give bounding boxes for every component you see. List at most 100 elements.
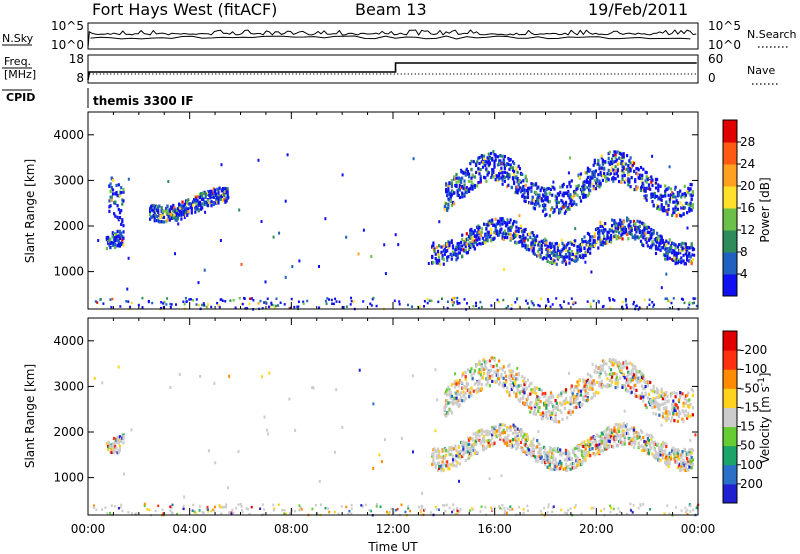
- power-echo-cell: [628, 179, 631, 183]
- power-echo-cell: [559, 252, 562, 256]
- velocity-sparse-echo-cell: [228, 374, 231, 378]
- velocity-echo-cell: [523, 391, 526, 395]
- power-echo-cell: [687, 203, 690, 207]
- power-sparse-echo-cell: [357, 252, 360, 256]
- velocity-echo-cell: [574, 454, 577, 458]
- power-echo-cell: [447, 186, 450, 190]
- power-echo-cell: [120, 186, 123, 190]
- velocity-echo-cell: [613, 435, 616, 439]
- power-echo-cell: [680, 206, 683, 210]
- velocity-echo-cell: [483, 358, 486, 362]
- velocity-echo-cell: [536, 398, 539, 402]
- velocity-echo-cell: [469, 369, 472, 373]
- power-echo-cell: [465, 190, 468, 195]
- power-echo-cell: [596, 177, 599, 181]
- velocity-echo-cell: [460, 449, 463, 453]
- velocity-echo-cell: [667, 399, 670, 403]
- velocity-ground-scatter-cell: [419, 510, 422, 514]
- velocity-ground-scatter-cell: [546, 511, 549, 514]
- velocity-ground-scatter-cell: [493, 506, 496, 510]
- power-echo-cell: [443, 252, 446, 256]
- power-echo-cell: [674, 259, 677, 263]
- power-echo-cell: [569, 199, 572, 203]
- noise-panel: N.Sky 10^5 10^0 10^5 10^0 N.Search: [2, 19, 797, 52]
- power-echo-cell: [198, 196, 201, 200]
- velocity-echo-cell: [683, 447, 686, 451]
- power-colorbar-segment: [723, 164, 737, 187]
- power-echo-cell: [212, 195, 215, 199]
- power-echo-cell: [544, 237, 547, 241]
- power-echo-cell: [637, 176, 640, 180]
- velocity-echo-cell: [438, 455, 441, 459]
- velocity-echo-cell: [643, 448, 646, 452]
- power-sparse-echo-cell: [197, 281, 200, 285]
- power-echo-cell: [447, 245, 450, 249]
- velocity-echo-cell: [634, 394, 637, 398]
- power-echo-cell: [653, 194, 656, 198]
- power-echo-cell: [440, 245, 443, 249]
- velocity-x-tick-label: 00:00: [71, 522, 106, 536]
- velocity-echo-cell: [545, 459, 548, 463]
- power-echo-cell: [686, 249, 689, 253]
- power-ground-scatter-cell: [259, 299, 262, 303]
- power-ground-scatter-cell: [563, 300, 565, 303]
- velocity-echo-cell: [516, 445, 519, 450]
- velocity-echo-cell: [564, 462, 568, 466]
- velocity-echo-cell: [649, 380, 652, 385]
- power-echo-cell: [599, 239, 602, 243]
- power-echo-cell: [121, 235, 124, 239]
- power-echo-cell: [641, 230, 644, 234]
- power-echo-cell: [479, 242, 482, 246]
- velocity-echo-cell: [593, 394, 596, 398]
- power-echo-cell: [455, 252, 458, 256]
- velocity-echo-cell: [584, 453, 587, 457]
- power-ground-scatter-cell: [234, 306, 237, 309]
- power-echo-cell: [556, 192, 559, 196]
- power-echo-cell: [615, 158, 618, 162]
- power-echo-cell: [598, 236, 601, 240]
- power-sparse-echo-cell: [324, 217, 327, 221]
- velocity-ground-scatter-cell: [630, 509, 633, 512]
- velocity-echo-cell: [623, 434, 626, 438]
- velocity-echo-cell: [463, 393, 466, 397]
- power-sparse-echo-cell: [370, 255, 373, 258]
- power-echo-cell: [470, 159, 473, 163]
- power-echo-cell: [548, 200, 551, 204]
- power-echo-cell: [507, 227, 510, 231]
- velocity-ground-scatter-cell: [207, 510, 210, 513]
- velocity-echo-cell: [545, 455, 548, 459]
- velocity-ground-scatter-cell: [277, 503, 280, 506]
- power-echo-cell: [477, 181, 480, 185]
- power-echo-cell: [194, 210, 197, 214]
- power-echo-cell: [461, 255, 464, 259]
- power-echo-cell: [657, 183, 660, 187]
- velocity-ground-scatter-cell: [442, 504, 445, 507]
- velocity-echo-cell: [449, 396, 452, 400]
- velocity-echo-cell: [476, 431, 479, 435]
- power-echo-cell: [522, 179, 525, 183]
- power-echo-cell: [450, 185, 453, 189]
- velocity-echo-cell: [499, 425, 502, 429]
- power-echo-cell: [107, 236, 110, 240]
- power-echo-cell: [645, 180, 648, 184]
- velocity-ground-scatter-cell: [400, 503, 403, 506]
- power-echo-cell: [668, 249, 671, 254]
- power-echo-cell: [500, 162, 503, 166]
- power-echo-cell: [206, 204, 210, 208]
- power-echo-cell: [176, 217, 179, 221]
- power-echo-cell: [521, 188, 524, 192]
- power-echo-cell: [666, 255, 669, 259]
- velocity-echo-cell: [679, 466, 682, 470]
- power-echo-cell: [613, 172, 616, 176]
- power-echo-cell: [186, 201, 189, 205]
- power-echo-cell: [691, 258, 694, 262]
- velocity-echo-cell: [494, 425, 497, 429]
- velocity-echo-cell: [641, 372, 644, 376]
- velocity-echo-cell: [642, 399, 645, 403]
- power-ground-scatter-cell: [166, 297, 169, 300]
- velocity-echo-cell: [485, 446, 488, 450]
- velocity-ground-scatter-cell: [615, 513, 618, 516]
- velocity-echo-cell: [684, 467, 687, 471]
- power-echo-cell: [110, 186, 113, 190]
- power-echo-cell: [674, 208, 677, 212]
